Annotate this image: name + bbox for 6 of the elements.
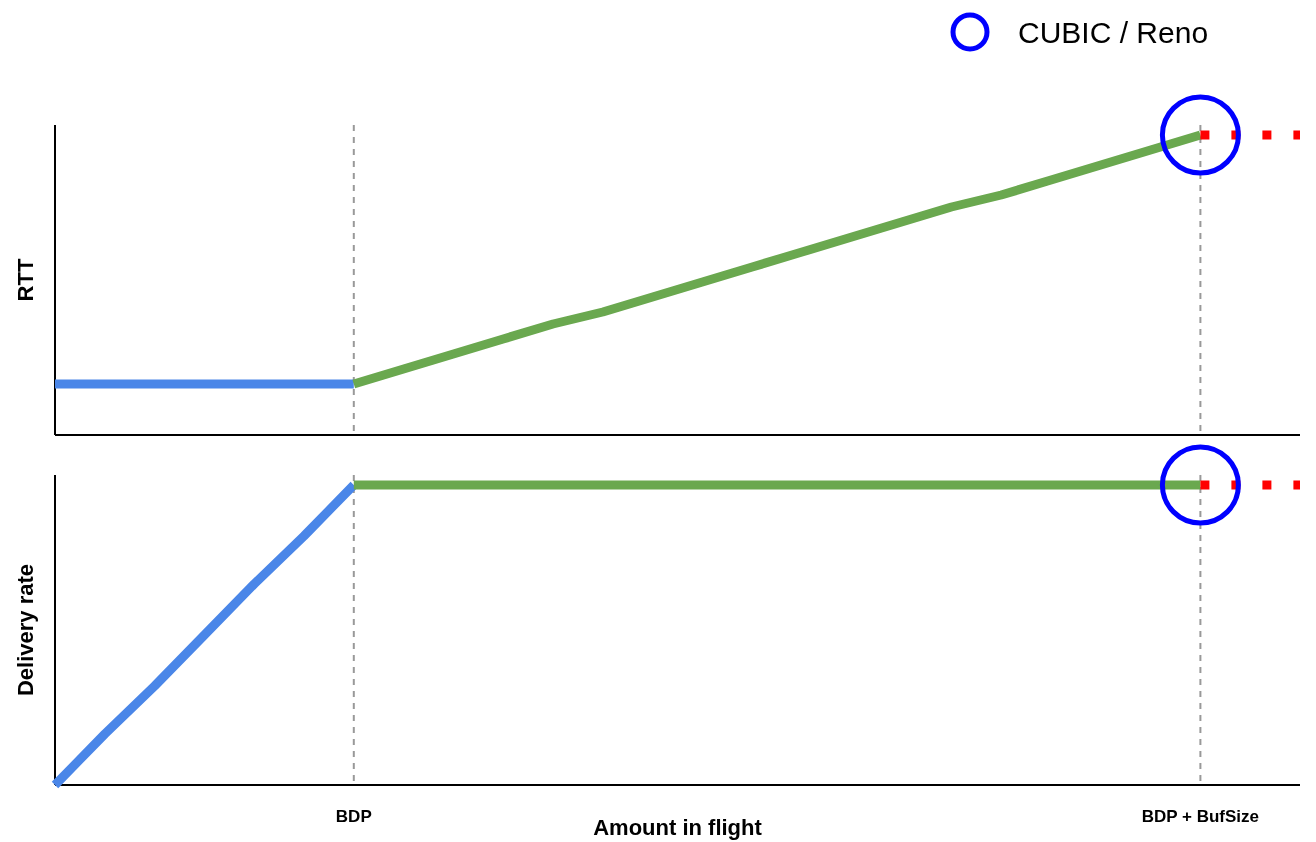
x-axis-title: Amount in flight: [593, 815, 763, 840]
legend-label: CUBIC / Reno: [1018, 16, 1209, 49]
x-tick-label: BDP + BufSize: [1141, 807, 1260, 826]
y-axis-title: Delivery rate: [13, 563, 38, 697]
x-tick-label: BDP: [335, 807, 372, 826]
y-axis-title: RTT: [13, 258, 38, 302]
